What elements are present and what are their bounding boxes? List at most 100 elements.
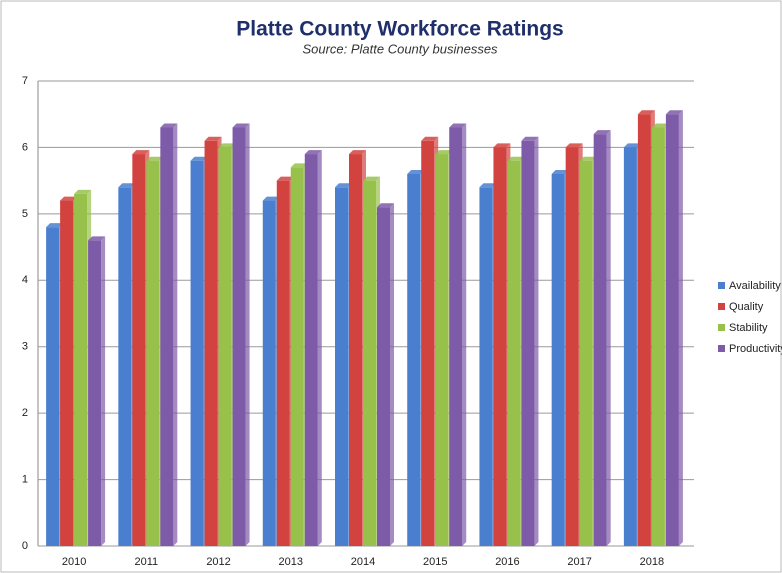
bar-top [74,189,92,194]
bar-top [665,110,683,115]
bar [407,174,421,546]
bar [449,127,463,546]
bar [637,114,651,546]
legend-label: Quality [729,301,764,313]
bar [146,160,160,546]
bar [479,187,493,547]
bar [88,240,102,546]
bar-top [593,130,611,135]
legend-swatch [718,282,725,289]
bar-side [173,123,178,546]
bar [493,147,507,546]
x-tick-label: 2011 [135,556,159,568]
bar [363,180,376,546]
bar-top [637,110,655,115]
x-tick-label: 2010 [62,556,86,568]
bar [160,127,174,546]
bar [218,147,232,546]
bar [565,147,579,546]
y-tick-label: 4 [22,274,28,286]
legend-swatch [718,303,725,310]
bar-side [317,150,322,547]
bar [521,140,535,547]
x-tick-label: 2016 [495,556,519,568]
x-tick-label: 2014 [351,556,375,568]
bar-side [390,203,394,546]
bar-top [521,136,539,141]
bar [651,127,665,546]
y-tick-label: 6 [22,141,28,153]
bar-top [421,136,439,141]
bar-top [507,156,525,161]
bar-top [579,156,597,161]
bar-top [565,143,583,148]
bar-top [449,123,467,128]
bar-top [262,196,280,201]
bar [60,200,74,547]
bar [579,160,593,546]
chart-title: Platte County Workforce Ratings [236,18,564,41]
legend-label: Stability [729,322,768,334]
bar-side [245,123,250,546]
bar [349,154,362,547]
bar [46,227,60,546]
bar [335,187,348,547]
bar [435,154,449,547]
x-tick-label: 2015 [423,556,447,568]
x-tick-label: 2013 [279,556,303,568]
bar [507,160,521,546]
y-tick-label: 1 [22,473,28,485]
bar-side [101,236,106,546]
bar-top [60,196,78,201]
legend-swatch [718,324,725,331]
bar [290,167,304,546]
y-tick-label: 3 [22,341,28,353]
bar [593,134,607,546]
y-tick-label: 5 [22,208,28,220]
bar-side [534,136,539,547]
bar-top [88,236,106,241]
bar-top [276,176,294,181]
bar-top [218,143,236,148]
bar-top [479,183,497,188]
bar-top [160,123,178,128]
x-tick-label: 2012 [206,556,230,568]
bar [304,154,318,547]
bar-top [290,163,308,168]
bar [551,174,565,546]
legend-label: Productivity [729,343,782,355]
bar [262,200,276,547]
bar-top [118,183,136,188]
bar-top [551,170,569,174]
bar-top [190,156,208,161]
bar-top [204,136,222,141]
bar-top [363,176,380,181]
y-tick-label: 2 [22,407,28,419]
bar [276,180,290,546]
bar [204,140,218,547]
bar-top [146,156,164,161]
bar-top [377,203,394,208]
bar [623,147,637,546]
bar-top [435,150,453,155]
bar [190,160,204,546]
bar [232,127,246,546]
bar [132,154,146,547]
x-tick-label: 2018 [640,556,664,568]
bar [665,114,679,546]
legend-label: Availability [729,280,781,292]
bar-top [335,183,352,188]
bar-top [304,150,322,155]
bar-top [349,150,366,155]
bar [377,207,390,546]
y-tick-label: 0 [22,540,28,552]
bar [74,193,88,546]
bar-top [232,123,250,128]
bar-top [651,123,669,128]
bar-top [493,143,511,148]
bar-top [46,223,64,228]
x-tick-label: 2017 [567,556,591,568]
bar-top [407,170,425,174]
bar [421,140,435,547]
